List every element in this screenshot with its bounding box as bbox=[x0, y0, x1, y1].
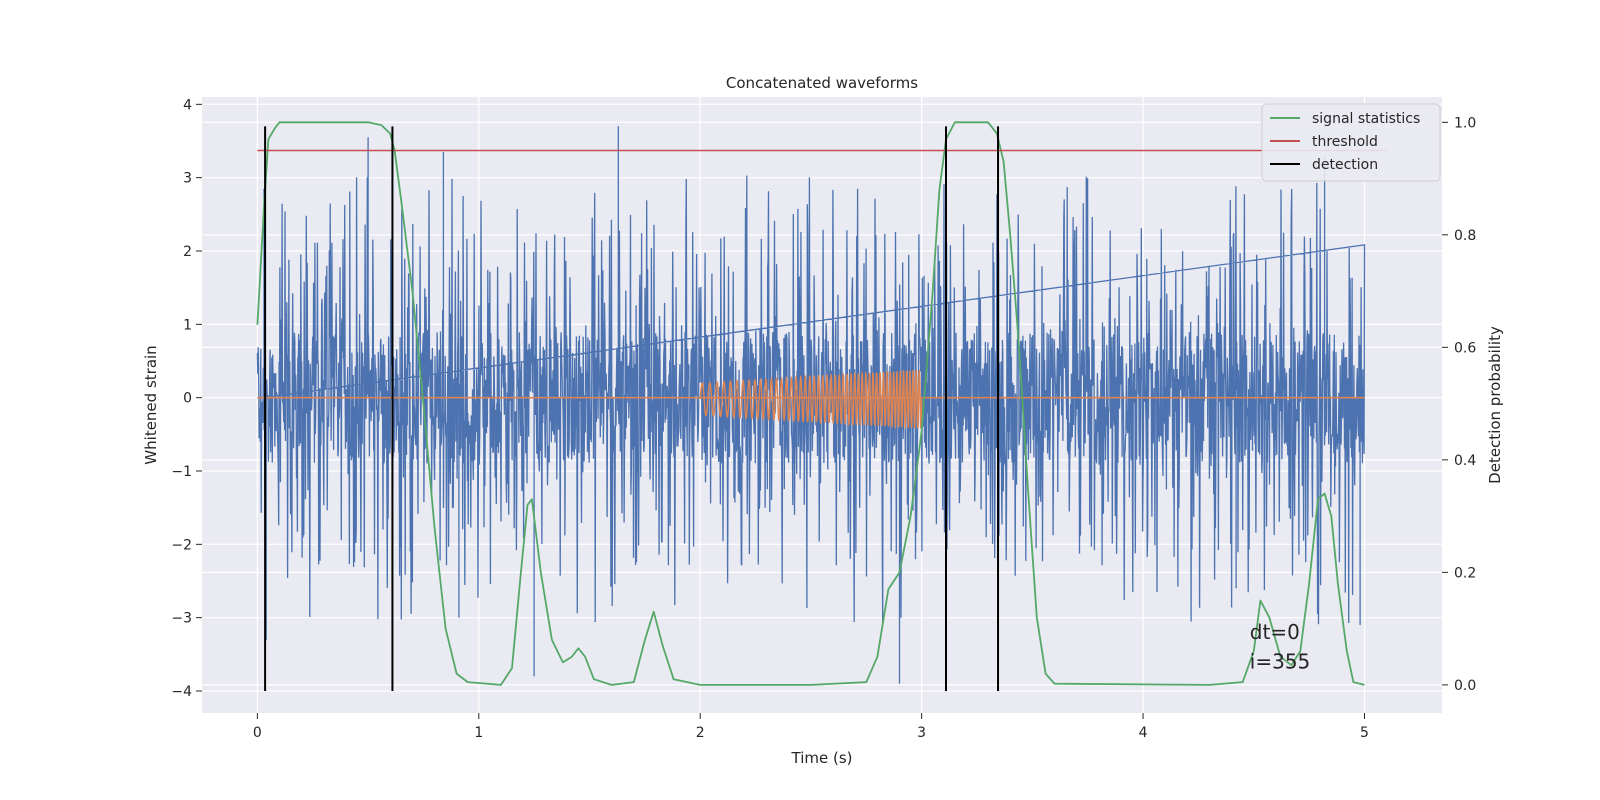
y-right-tick-label: 0.8 bbox=[1454, 228, 1476, 244]
ticks-layer: 0 1 2 3 4 5 −4 −3 −2 −1 0 1 2 3 4 0.0 0.2 0.4 0.6 0.8 1.0 bbox=[171, 97, 1476, 741]
x-tick-label: 3 bbox=[917, 725, 926, 741]
x-axis-label: Time (s) bbox=[791, 749, 853, 767]
y-left-tick-label: −3 bbox=[171, 611, 192, 627]
y-right-tick-label: 0.2 bbox=[1454, 565, 1476, 581]
annotation-text: dt=0 bbox=[1250, 620, 1300, 644]
y-left-tick-label: −4 bbox=[171, 684, 192, 700]
legend-label: detection bbox=[1312, 157, 1378, 173]
y-axis-label-right: Detection probability bbox=[1486, 326, 1504, 484]
template-chirp-line bbox=[699, 369, 923, 430]
y-right-tick-label: 0.6 bbox=[1454, 340, 1476, 356]
strain-series-line bbox=[256, 126, 1366, 684]
x-tick-label: 0 bbox=[253, 725, 262, 741]
y-left-tick-label: −2 bbox=[171, 537, 192, 553]
legend-label: threshold bbox=[1312, 134, 1378, 150]
y-left-tick-label: 1 bbox=[183, 317, 192, 333]
y-axis-label-left: Whitened strain bbox=[142, 345, 160, 464]
y-left-tick-label: −1 bbox=[171, 464, 192, 480]
y-left-tick-label: 4 bbox=[183, 97, 192, 113]
y-right-tick-label: 0.4 bbox=[1454, 453, 1476, 469]
x-tick-label: 2 bbox=[696, 725, 705, 741]
y-left-tick-label: 0 bbox=[183, 391, 192, 407]
y-left-tick-label: 2 bbox=[183, 244, 192, 260]
y-right-tick-label: 0.0 bbox=[1454, 678, 1476, 694]
x-tick-label: 1 bbox=[474, 725, 483, 741]
legend: signal statistics threshold detection bbox=[1261, 103, 1441, 182]
signal-statistics-line bbox=[256, 121, 1365, 686]
series-layer bbox=[256, 121, 1387, 691]
annotations: dt=0 i=355 bbox=[1250, 620, 1311, 673]
y-right-tick-label: 1.0 bbox=[1454, 115, 1476, 131]
legend-label: signal statistics bbox=[1312, 111, 1420, 127]
chart-title: Concatenated waveforms bbox=[726, 74, 918, 92]
legend-frame bbox=[1261, 103, 1441, 182]
annotation-text: i=355 bbox=[1250, 649, 1311, 673]
y-left-tick-label: 3 bbox=[183, 171, 192, 187]
x-tick-label: 5 bbox=[1360, 725, 1369, 741]
x-tick-label: 4 bbox=[1139, 725, 1148, 741]
